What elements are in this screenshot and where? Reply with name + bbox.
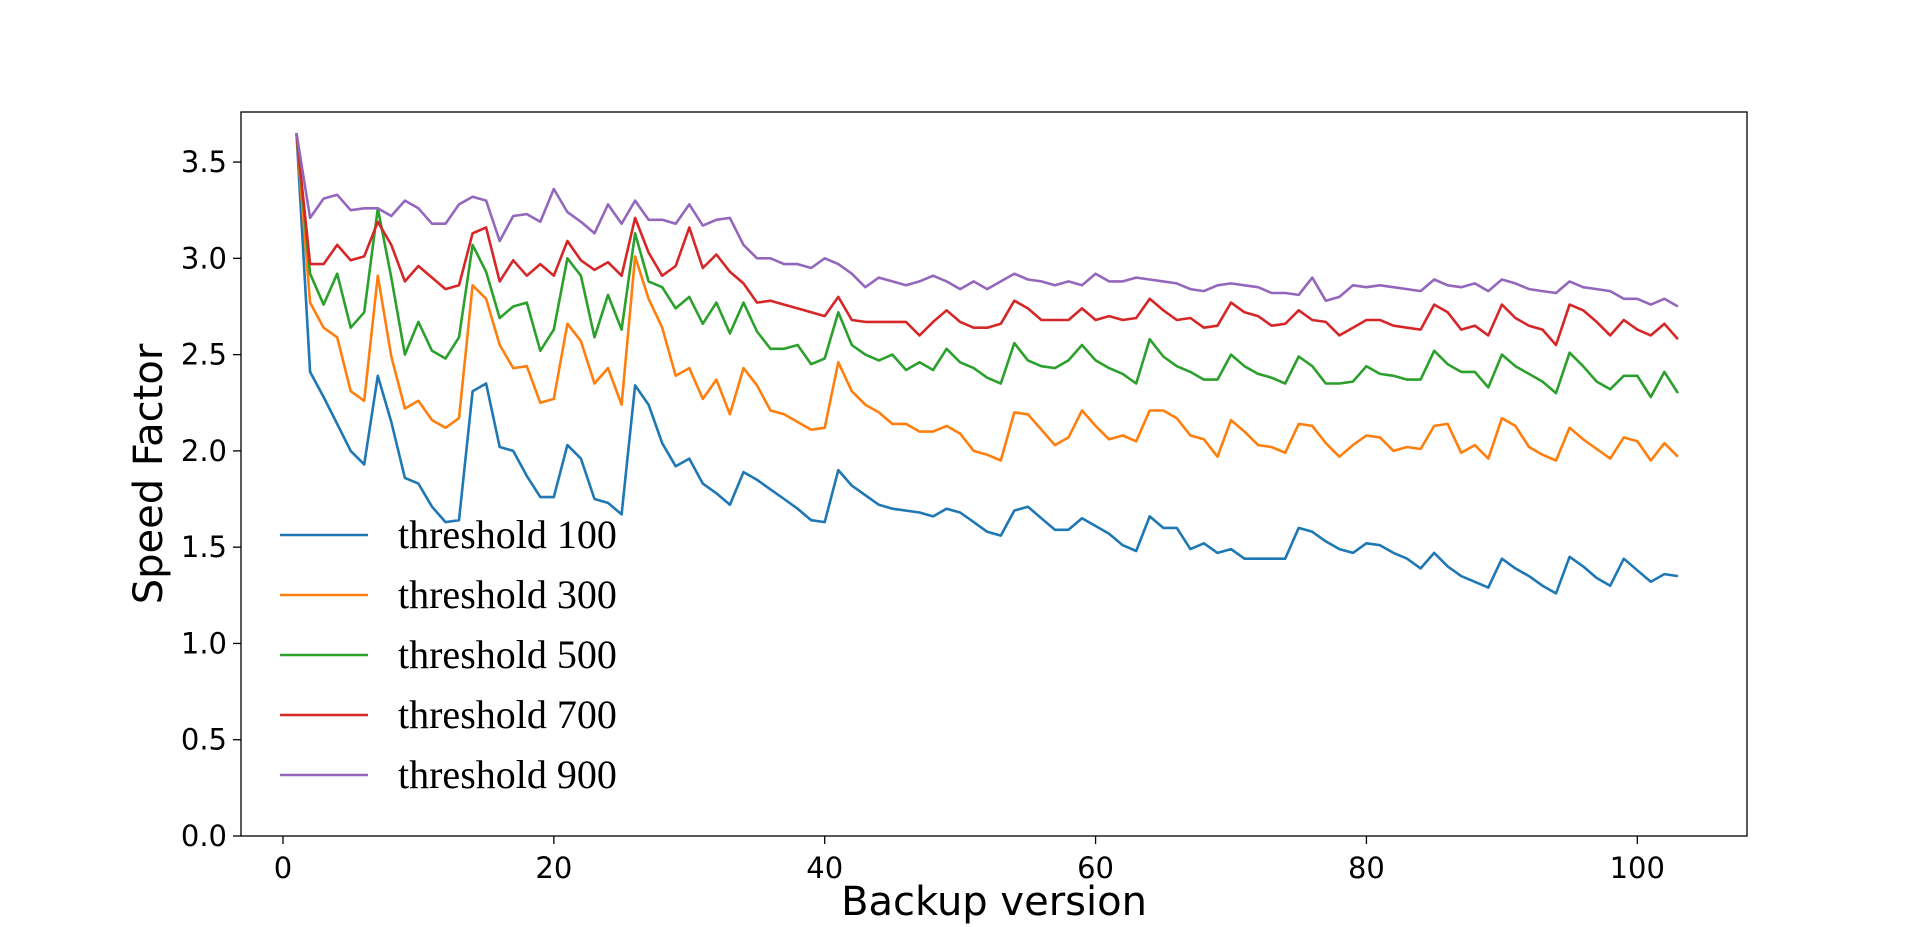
x-tick-label: 20 [535, 851, 572, 885]
y-tick-label: 1.0 [181, 626, 227, 660]
series-line-2 [295, 133, 1679, 462]
legend-label-5: threshold 900 [398, 752, 617, 797]
x-tick-label: 40 [806, 851, 843, 885]
x-tick-label: 60 [1077, 851, 1114, 885]
x-tick-label: 100 [1610, 851, 1665, 885]
y-tick-label: 2.5 [181, 338, 227, 372]
legend: threshold 100 threshold 300 threshold 500 t… [280, 512, 617, 797]
x-tick-label: 80 [1348, 851, 1385, 885]
y-tick-label: 1.5 [181, 530, 227, 564]
y-axis-label: Speed Factor [126, 343, 172, 604]
series-line-5 [295, 132, 1679, 308]
legend-label-4: threshold 700 [398, 692, 617, 737]
y-tick-label: 3.5 [181, 145, 227, 179]
y-tick-label: 0.5 [181, 723, 227, 757]
x-tick-label: 0 [274, 851, 292, 885]
x-axis: 0 20 40 60 80 100 [274, 836, 1665, 885]
series-line-4 [295, 133, 1679, 347]
plot-frame [240, 111, 1748, 837]
y-tick-label: 3.0 [181, 241, 227, 275]
y-axis: 0.0 0.5 1.0 1.5 2.0 2.5 3.0 3.5 [181, 145, 241, 853]
series-line-1 [295, 133, 1679, 595]
series-line-3 [295, 133, 1679, 399]
legend-label-2: threshold 300 [398, 572, 617, 617]
plot-lines [295, 132, 1679, 595]
y-tick-label: 2.0 [181, 434, 227, 468]
legend-label-3: threshold 500 [398, 632, 617, 677]
legend-label-1: threshold 100 [398, 512, 617, 557]
x-axis-label: Backup version [841, 879, 1147, 925]
y-tick-label: 0.0 [181, 819, 227, 853]
